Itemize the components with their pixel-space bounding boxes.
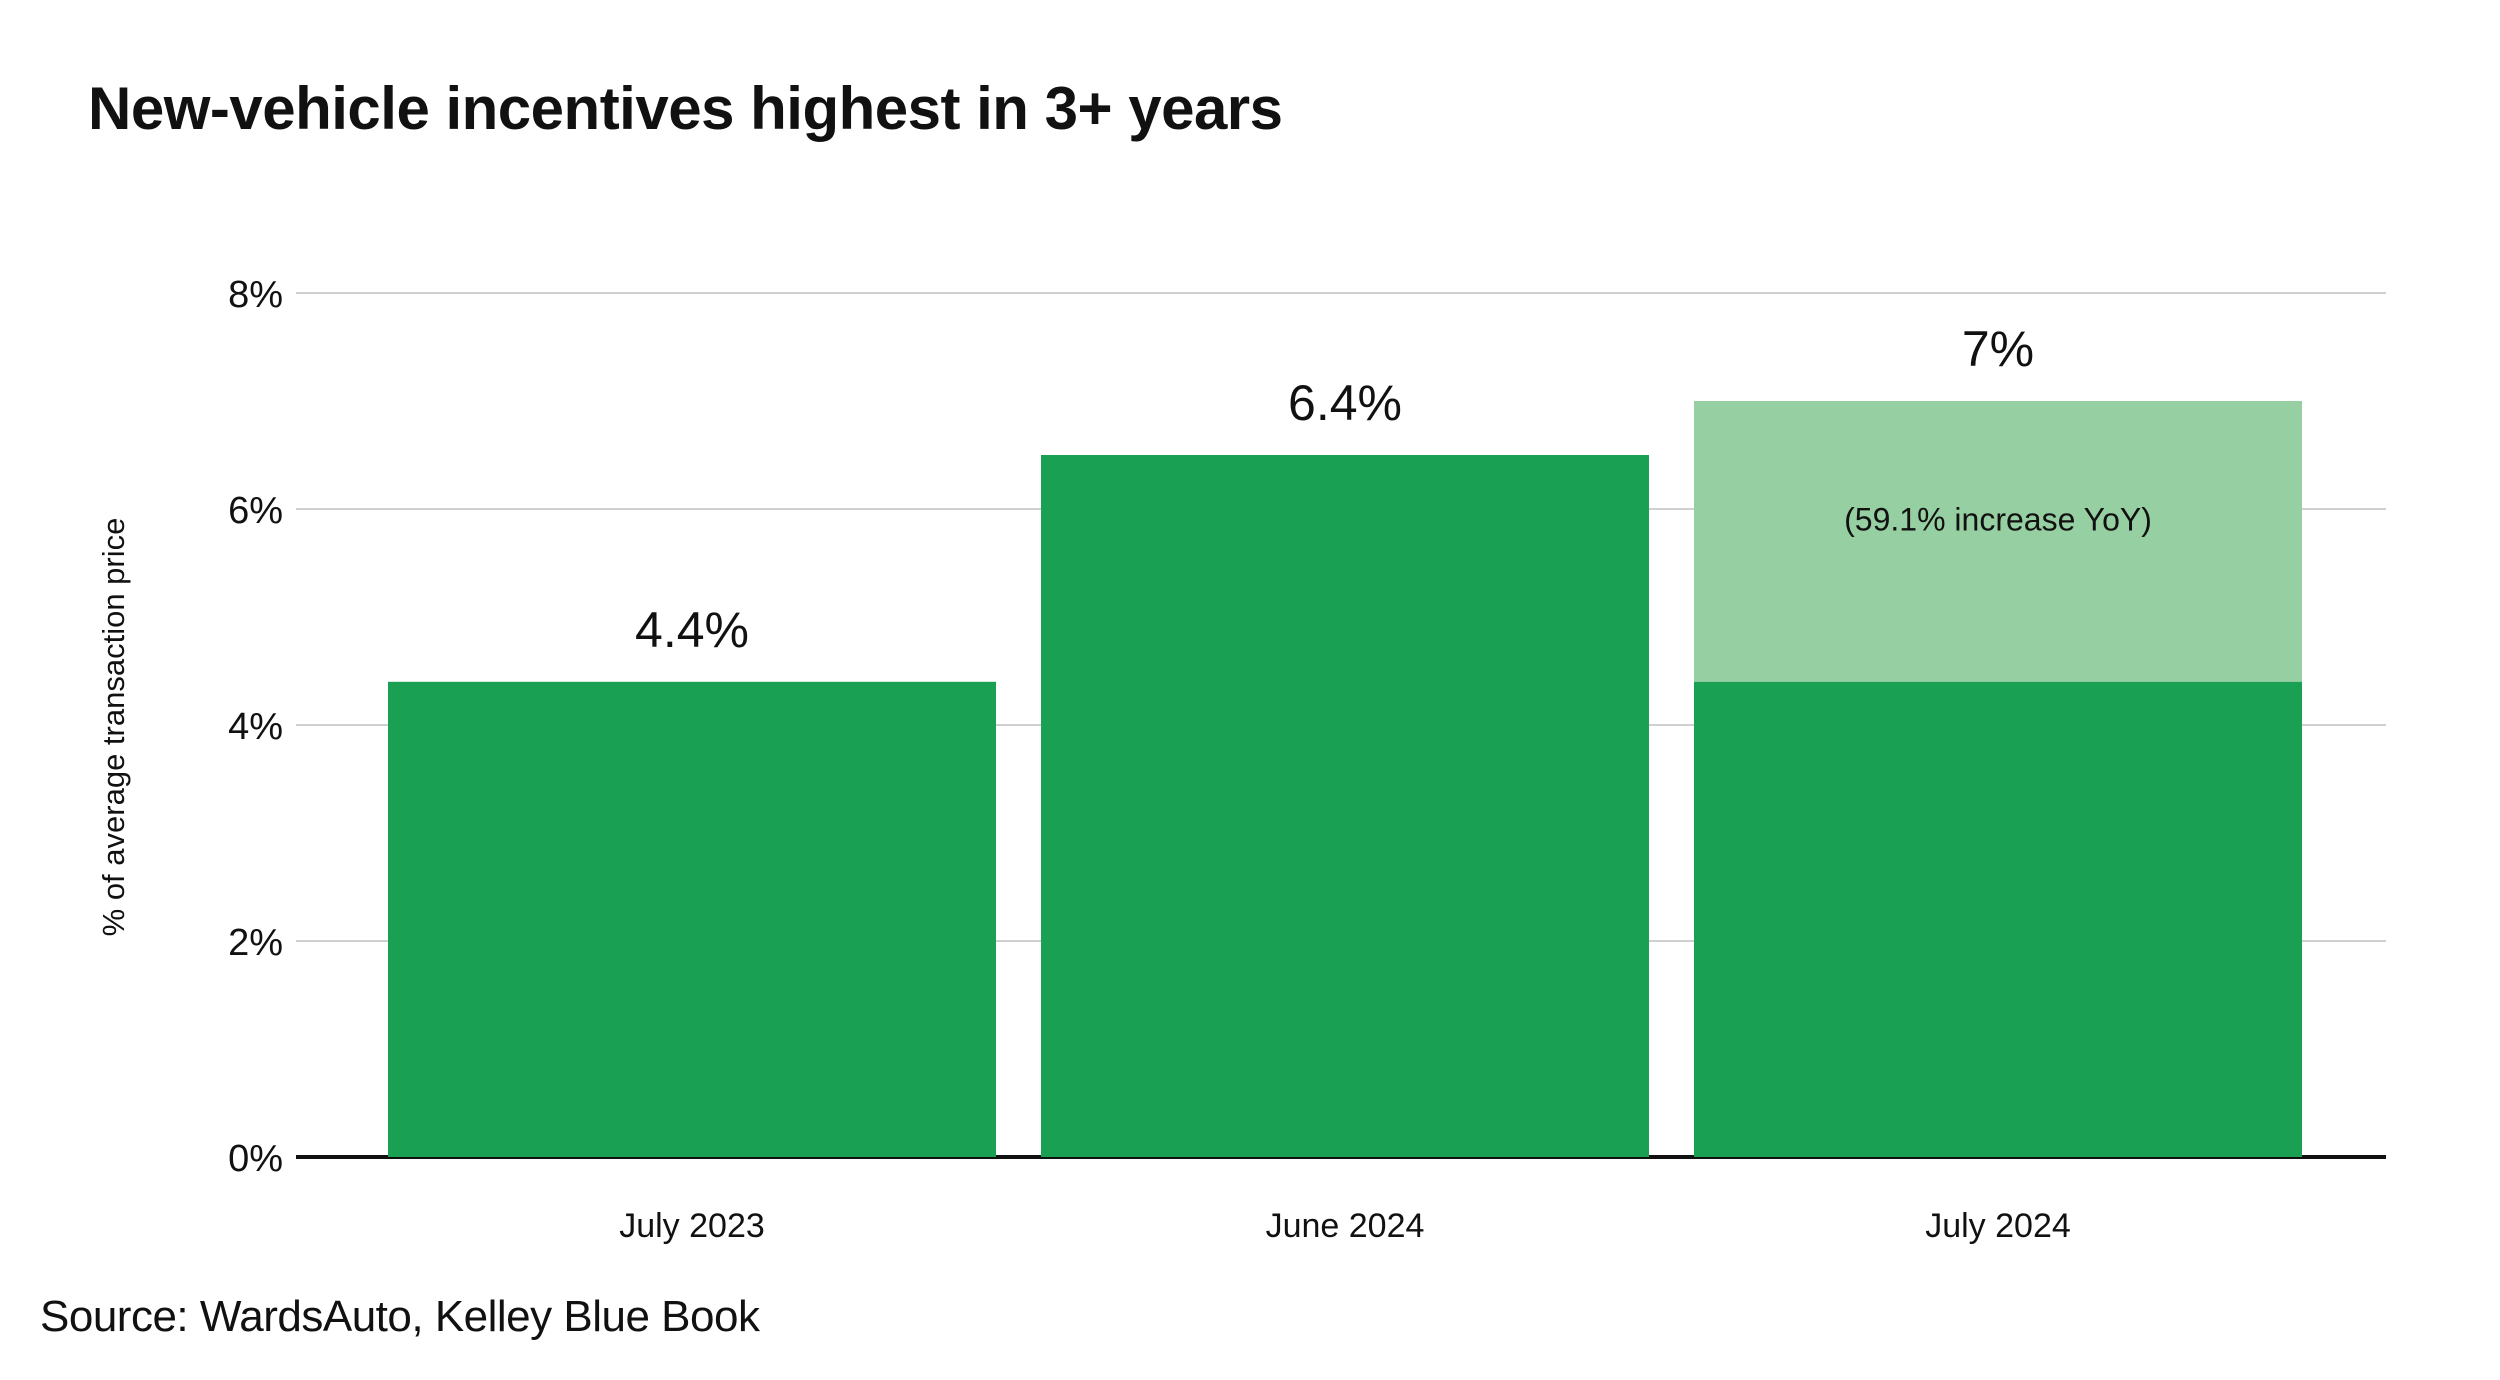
y-tick-label: 8% bbox=[228, 274, 283, 316]
bar bbox=[388, 681, 996, 1157]
bar-value-label: 7% bbox=[1962, 321, 2034, 377]
y-axis-label: % of average transaction price bbox=[96, 518, 131, 937]
y-tick-label: 2% bbox=[228, 922, 283, 964]
bar-value-label: 4.4% bbox=[635, 602, 749, 658]
chart-title: New-vehicle incentives highest in 3+ yea… bbox=[88, 75, 1283, 142]
x-tick-label: July 2024 bbox=[1925, 1207, 2071, 1245]
y-tick-label: 6% bbox=[228, 490, 283, 532]
bar-baseline-segment bbox=[1694, 681, 2302, 1157]
bar bbox=[1041, 455, 1649, 1157]
x-tick-label: June 2024 bbox=[1266, 1207, 1425, 1245]
bar-increase-segment bbox=[1694, 401, 2302, 682]
bar-annotation: (59.1% increase YoY) bbox=[1844, 501, 2152, 537]
bar-value-label: 6.4% bbox=[1288, 375, 1402, 431]
bars bbox=[388, 401, 2302, 1157]
chart-source: Source: WardsAuto, Kelley Blue Book bbox=[40, 1292, 760, 1341]
labels: 0% 2% 4% 6% 8% 4.4% July 2023 6.4% June 2024 (59.… bbox=[228, 274, 2152, 1245]
y-tick-label: 4% bbox=[228, 706, 283, 748]
y-tick-label: 0% bbox=[228, 1138, 283, 1180]
x-tick-label: July 2023 bbox=[619, 1207, 765, 1245]
